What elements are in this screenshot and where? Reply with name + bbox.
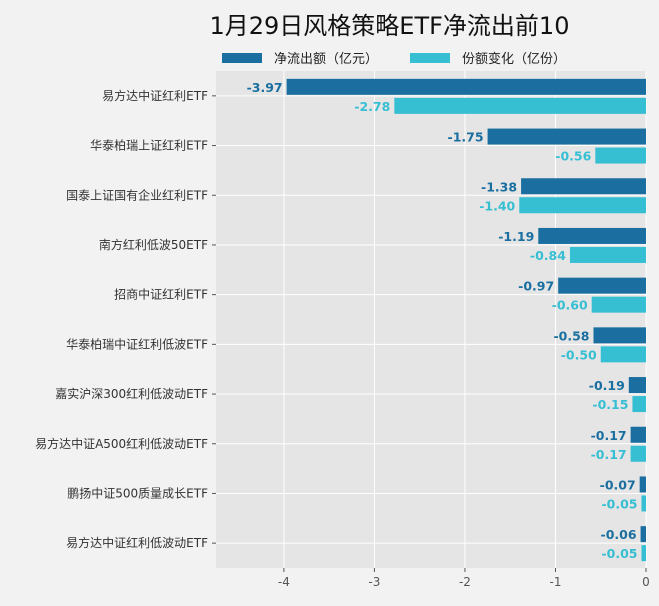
category-label: 易方达中证红利ETF xyxy=(102,88,208,103)
data-label: -0.17 xyxy=(591,428,627,443)
data-label: -0.06 xyxy=(601,527,637,542)
data-label: -1.19 xyxy=(498,229,534,244)
x-tick-label: -2 xyxy=(459,575,471,589)
legend: 净流出额（亿元） 份额变化（亿份） xyxy=(222,48,566,67)
data-label: -1.40 xyxy=(479,198,515,213)
data-label: -0.50 xyxy=(561,347,597,362)
bar xyxy=(630,445,646,462)
bar xyxy=(519,197,646,214)
bar xyxy=(394,97,646,114)
legend-swatch xyxy=(222,52,262,63)
x-tick-label: -4 xyxy=(278,575,290,589)
category-label: 易方达中证红利低波动ETF xyxy=(66,535,208,550)
bar xyxy=(628,377,646,394)
bar xyxy=(639,476,646,493)
data-label: -3.97 xyxy=(247,80,283,95)
category-label: 国泰上证国有企业红利ETF xyxy=(66,187,208,202)
bar xyxy=(569,246,646,263)
bar xyxy=(521,178,646,195)
data-label: -0.97 xyxy=(518,279,554,294)
legend-item-share-change: 份额变化（亿份） xyxy=(410,48,566,67)
legend-item-net-outflow: 净流出额（亿元） xyxy=(222,48,378,67)
data-label: -0.05 xyxy=(601,496,637,511)
bar xyxy=(630,426,646,443)
category-label: 招商中证红利ETF xyxy=(114,287,208,302)
bar xyxy=(632,396,646,413)
bar xyxy=(593,327,646,344)
category-label: 华泰柏瑞上证红利ETF xyxy=(90,138,208,153)
data-label: -1.75 xyxy=(448,130,484,145)
data-label: -0.07 xyxy=(600,477,636,492)
data-label: -0.05 xyxy=(601,546,637,561)
data-label: -0.58 xyxy=(553,328,589,343)
data-label: -1.38 xyxy=(481,179,517,194)
x-tick-label: -1 xyxy=(549,575,561,589)
bar xyxy=(286,78,646,95)
category-label: 南方红利低波50ETF xyxy=(99,237,208,252)
bar xyxy=(640,526,646,543)
category-label: 易方达中证A500红利低波动ETF xyxy=(35,436,208,451)
legend-label: 净流出额（亿元） xyxy=(274,52,379,67)
legend-swatch xyxy=(410,52,451,63)
bar xyxy=(558,277,646,294)
x-tick-label: -3 xyxy=(368,575,380,589)
bar xyxy=(641,545,646,562)
category-label: 嘉实沪深300红利低波动ETF xyxy=(55,386,208,401)
bar xyxy=(487,128,646,145)
category-label: 华泰柏瑞中证红利低波ETF xyxy=(66,336,208,351)
data-label: -0.17 xyxy=(591,447,627,462)
chart-title: 1月29日风格策略ETF净流出前10 xyxy=(209,12,570,40)
data-label: -0.84 xyxy=(530,248,566,263)
x-tick-label: 0 xyxy=(642,575,650,589)
bar xyxy=(600,346,646,363)
bar xyxy=(591,296,646,313)
data-label: -0.15 xyxy=(592,397,628,412)
bar xyxy=(595,147,646,164)
bar xyxy=(641,495,646,512)
bar xyxy=(538,227,646,244)
plot-area xyxy=(216,71,646,568)
data-label: -0.19 xyxy=(589,378,625,393)
data-label: -2.78 xyxy=(354,99,390,114)
category-label: 鹏扬中证500质量成长ETF xyxy=(67,485,208,500)
data-label: -0.60 xyxy=(552,298,588,313)
legend-label: 份额变化（亿份） xyxy=(462,52,567,67)
data-label: -0.56 xyxy=(555,149,591,164)
